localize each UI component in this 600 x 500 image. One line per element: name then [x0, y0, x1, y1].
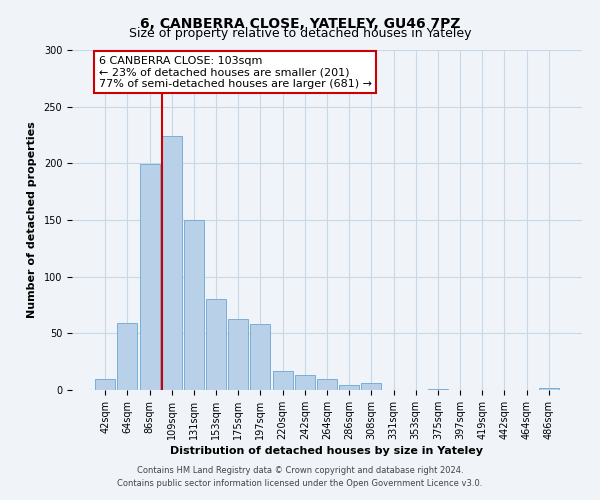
Bar	[539, 388, 559, 390]
Text: 6 CANBERRA CLOSE: 103sqm
← 23% of detached houses are smaller (201)
77% of semi-: 6 CANBERRA CLOSE: 103sqm ← 23% of detach…	[98, 56, 371, 89]
Bar	[250, 324, 271, 390]
Bar	[295, 376, 315, 390]
Y-axis label: Number of detached properties: Number of detached properties	[27, 122, 37, 318]
Bar	[206, 300, 226, 390]
Bar	[118, 323, 137, 390]
Text: Contains HM Land Registry data © Crown copyright and database right 2024.
Contai: Contains HM Land Registry data © Crown c…	[118, 466, 482, 487]
Bar	[95, 378, 115, 390]
Bar	[361, 383, 382, 390]
Bar	[228, 318, 248, 390]
Text: Size of property relative to detached houses in Yateley: Size of property relative to detached ho…	[129, 28, 471, 40]
Bar	[272, 370, 293, 390]
Bar	[339, 386, 359, 390]
Bar	[162, 136, 182, 390]
Bar	[428, 389, 448, 390]
Bar	[184, 220, 204, 390]
Bar	[317, 378, 337, 390]
X-axis label: Distribution of detached houses by size in Yateley: Distribution of detached houses by size …	[170, 446, 484, 456]
Text: 6, CANBERRA CLOSE, YATELEY, GU46 7PZ: 6, CANBERRA CLOSE, YATELEY, GU46 7PZ	[140, 18, 460, 32]
Bar	[140, 164, 160, 390]
